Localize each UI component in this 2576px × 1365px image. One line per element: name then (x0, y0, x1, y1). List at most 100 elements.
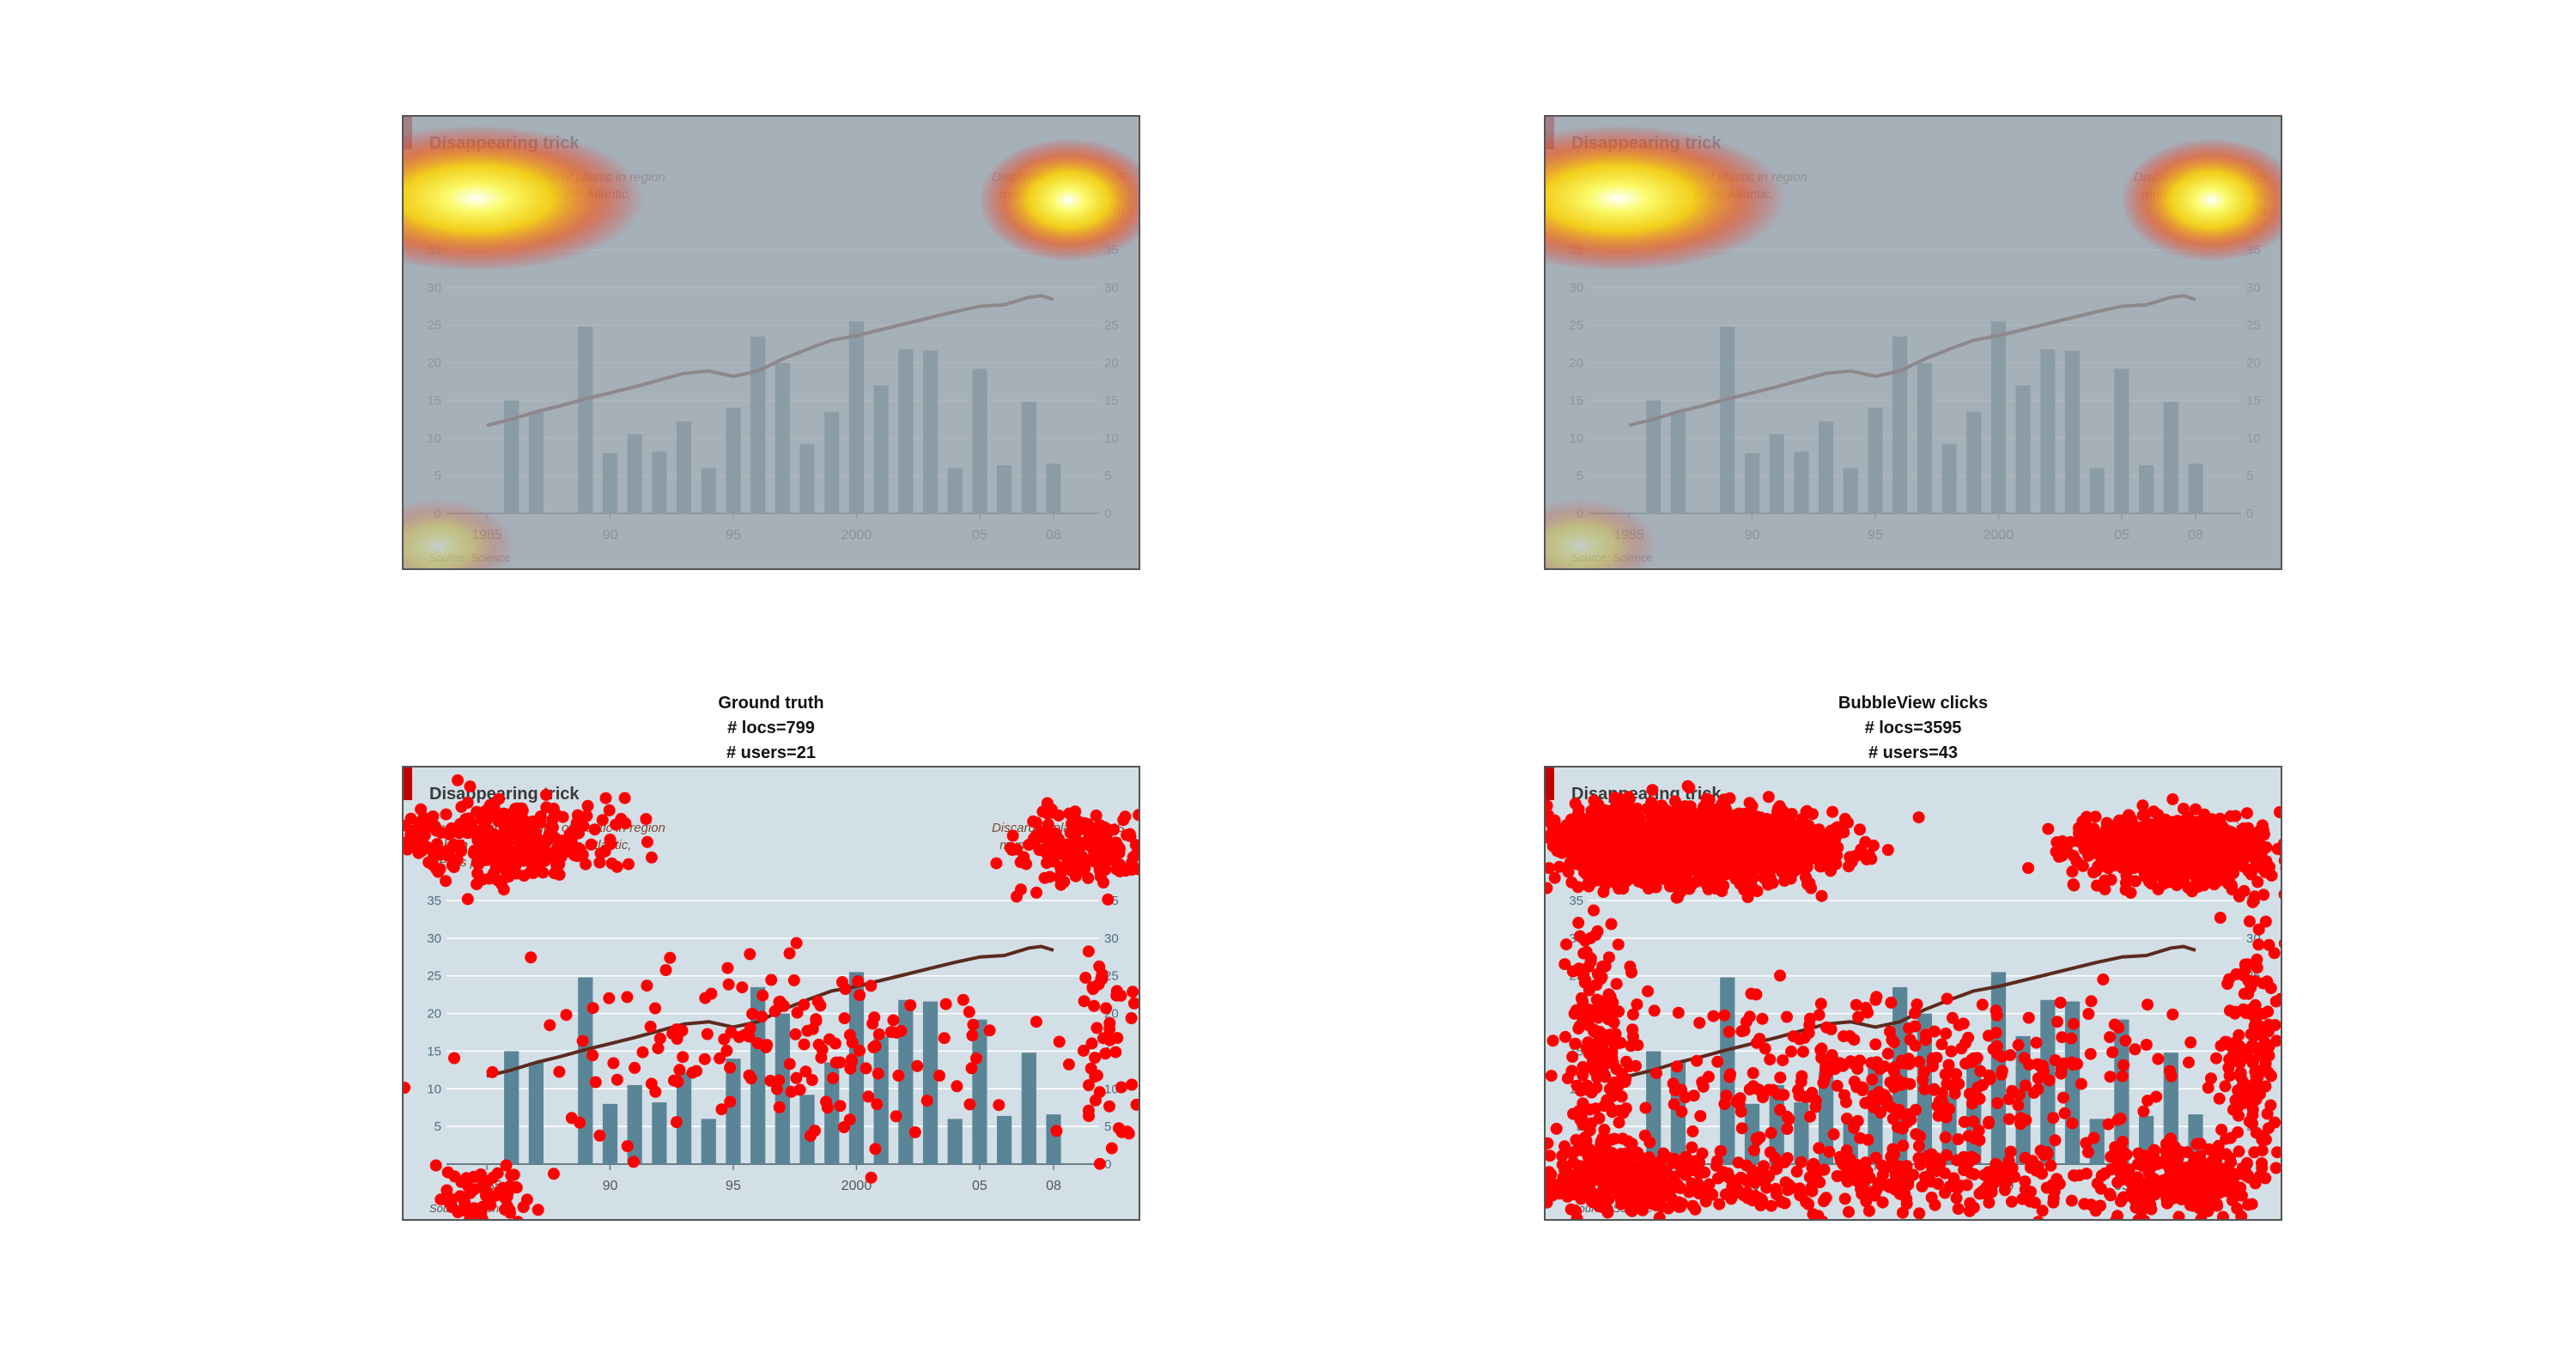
click-dot (1642, 985, 1654, 998)
click-dot (1701, 799, 1714, 812)
click-dot (576, 848, 589, 861)
click-dot (993, 1099, 1005, 1112)
click-dot (1619, 1072, 1632, 1085)
click-dot (1807, 1168, 1820, 1180)
click-dot (1103, 1016, 1116, 1029)
click-dot (1106, 840, 1119, 853)
click-dot (1102, 854, 1115, 866)
caption-locs: # locs=3595 (1864, 719, 1962, 737)
click-dot (2280, 865, 2281, 871)
click-dot (1738, 826, 1751, 839)
click-dot (1841, 1113, 1853, 1125)
click-dot (2065, 1194, 2078, 1207)
click-dot (2054, 996, 2067, 1009)
click-dot (715, 1103, 728, 1116)
click-dot (1912, 1139, 1925, 1152)
click-dot (2256, 840, 2269, 852)
click-dot (2278, 856, 2281, 865)
click-dot (1862, 1133, 1874, 1146)
click-dot (1033, 827, 1046, 840)
click-dot (890, 1110, 902, 1123)
click-dot (838, 1012, 851, 1025)
y-tick-label-left: 30 (427, 931, 441, 946)
click-dot (1572, 1022, 1585, 1035)
click-dot (1110, 863, 1123, 876)
click-dot (432, 865, 445, 878)
click-dot (1583, 813, 1595, 826)
click-dot (1750, 988, 1763, 1001)
click-dot (2165, 1132, 2177, 1145)
click-dot (2038, 1149, 2050, 1162)
click-dot (2129, 875, 2142, 888)
click-dot (2075, 1077, 2087, 1090)
click-dot (2208, 871, 2221, 884)
click-dot (2127, 862, 2140, 875)
click-dot (1813, 1142, 1826, 1155)
click-dot (1574, 930, 1586, 943)
click-dot (2234, 1071, 2247, 1083)
click-dot (1593, 1112, 1606, 1125)
y-tick-label-right: 0 (1104, 1157, 1111, 1172)
click-dot (517, 1201, 530, 1213)
click-dot (1062, 1058, 1075, 1071)
click-dot (1589, 1062, 1601, 1075)
click-dot (1958, 1164, 1971, 1176)
click-dot (1870, 1184, 1883, 1197)
click-dot (2182, 810, 2195, 823)
click-dot (1760, 821, 1773, 834)
click-dot (746, 1008, 759, 1020)
click-dot (2213, 1092, 2226, 1105)
click-dot (1089, 1052, 1102, 1064)
click-dot (1656, 1200, 1668, 1213)
click-dot (540, 788, 552, 801)
click-dot (2067, 1017, 2080, 1030)
click-dot (1690, 1155, 1702, 1168)
click-dot (1126, 1078, 1139, 1091)
click-dot (2152, 1053, 2165, 1065)
click-dot (2209, 815, 2222, 828)
click-dot (1948, 1087, 1961, 1100)
click-dot (673, 1026, 686, 1039)
click-dot (618, 792, 631, 804)
click-dot (1856, 1083, 1868, 1096)
click-dot (1790, 1165, 1803, 1178)
click-dot (1884, 1025, 1896, 1038)
click-dot (1967, 1115, 1980, 1128)
click-dot (1637, 877, 1650, 890)
click-dot (2242, 835, 2255, 847)
click-dot (1838, 1089, 1850, 1101)
ground-truth-panel: Disappearing trickAverage concentration … (402, 766, 1140, 1221)
click-dot (2257, 1042, 2269, 1055)
click-dot (1670, 841, 1683, 854)
click-dot (2084, 834, 2097, 847)
click-dot (2172, 846, 2184, 859)
click-dot (2239, 963, 2251, 976)
click-dot (872, 1028, 885, 1040)
click-dot (1793, 1182, 1806, 1195)
click-dot (588, 823, 601, 836)
click-dot (2231, 1101, 2244, 1114)
click-dot (1913, 1055, 1926, 1068)
click-dot (805, 1130, 817, 1143)
click-dot (1571, 1079, 1583, 1092)
click-dot (1686, 1141, 1698, 1154)
click-dot (1776, 816, 1788, 829)
click-dot (1619, 803, 1631, 816)
click-dot (2242, 1198, 2255, 1211)
click-dot (1813, 1009, 1826, 1022)
click-dot (1724, 1173, 1737, 1185)
bar (898, 999, 914, 1164)
click-dot (686, 1066, 699, 1079)
click-dot (615, 812, 628, 825)
click-dot (2232, 853, 2244, 866)
bubbleview-caption: BubbleView clicks # locs=3595 # users=43 (1544, 691, 2282, 766)
click-dot (1613, 1116, 1625, 1129)
click-dot (1696, 1166, 1709, 1179)
click-dot (1778, 1197, 1791, 1210)
click-dot (1869, 993, 1882, 1006)
click-dot (543, 828, 556, 840)
click-dot (1663, 807, 1676, 820)
click-dot (1679, 1091, 1692, 1104)
click-dot (1783, 1113, 1795, 1125)
click-dot (1990, 1004, 2002, 1017)
